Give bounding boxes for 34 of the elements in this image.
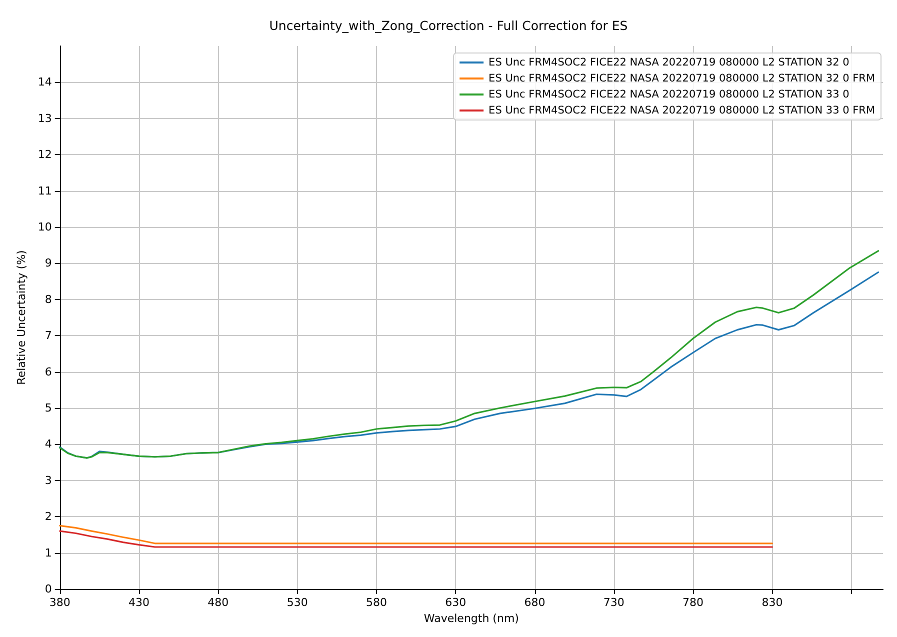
legend-label: ES Unc FRM4SOC2 FICE22 NASA 20220719 080000 L2 STATION 33 0 FRM [488,104,876,116]
y-tick-label: 3 [44,474,52,487]
y-tick-label: 13 [38,112,52,125]
y-tick-label: 11 [38,184,52,198]
line-series [59,530,773,548]
x-tick-label: 380 [49,596,70,609]
x-tick-label: 430 [128,596,150,609]
legend-label: ES Unc FRM4SOC2 FICE22 NASA 20220719 080000 L2 STATION 33 0 [488,88,850,100]
x-axis-title: Wavelength (nm) [424,612,519,625]
y-tick-label: 10 [38,220,52,234]
x-tick-label: 530 [286,596,308,609]
x-tick-label: 480 [208,596,229,609]
y-tick-label: 2 [44,510,52,524]
y-tick-label: 6 [44,365,52,378]
y-tick-label: 0 [44,582,52,596]
y-tick-label: 14 [38,76,52,89]
legend-label: ES Unc FRM4SOC2 FICE22 NASA 20220719 080000 L2 STATION 32 0 FRM [488,72,876,84]
y-tick-label: 8 [44,292,52,306]
legend-label: ES Unc FRM4SOC2 FICE22 NASA 20220719 080000 L2 STATION 32 0 [488,56,850,68]
x-tick-label: 830 [762,596,783,609]
x-tick-label: 680 [524,596,546,609]
x-tick-label: 780 [682,596,704,609]
y-tick-label: 12 [38,148,52,162]
y-tick-label: 9 [44,256,52,270]
y-tick-label: 7 [44,329,52,342]
y-tick-label: 4 [44,438,52,451]
x-tick-label: 580 [366,596,387,609]
x-tick-label: 630 [445,596,466,609]
y-tick-label: 1 [44,546,52,560]
chart-title: Uncertainty_with_Zong_Correction - Full Correction for ES [269,18,628,33]
line-series [59,524,773,544]
y-tick-label: 5 [44,402,52,414]
y-axis-title: Relative Uncertainty (%) [15,250,28,385]
x-tick-label: 730 [603,596,624,609]
